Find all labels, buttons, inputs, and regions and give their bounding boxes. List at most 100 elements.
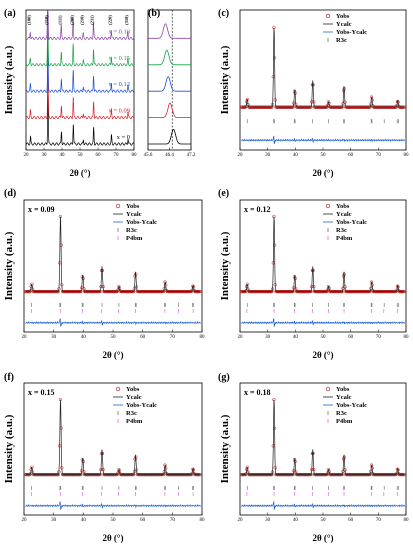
x-tick-label: 70 — [376, 518, 382, 523]
x-tick-label: 30 — [265, 335, 271, 340]
panel-c-frame — [239, 9, 407, 151]
legend-label: Ycalc — [336, 211, 352, 218]
legend-label: Yobs-Ycalc — [336, 29, 367, 36]
diff-line — [25, 501, 201, 510]
x-tick-label: 60 — [348, 518, 354, 523]
x-axis-label: 2θ (°) — [312, 533, 333, 543]
x-tick-label: 60 — [96, 153, 102, 158]
x-tick-label: 20 — [238, 518, 244, 523]
legend-label: P4bm — [336, 418, 353, 425]
x-tick-label: 40 — [60, 153, 66, 158]
legend-yobs-symbol — [115, 386, 121, 392]
x-tick-label: 80 — [404, 153, 410, 158]
x-tick-label: 70 — [376, 153, 382, 158]
x-tick-label: 40 — [293, 518, 299, 523]
legend-yobs-symbol — [325, 386, 331, 392]
x-tick-label: 70 — [170, 518, 176, 523]
ycalc-line — [241, 399, 405, 475]
legend-label: Yobs — [336, 203, 350, 210]
ycalc-line — [25, 399, 201, 475]
x-tick-label: 80 — [200, 335, 206, 340]
legend-label: Ycalc — [336, 21, 352, 28]
legend-label: Yobs — [336, 386, 350, 393]
panel-b: 45.6 46.4 47.2 — [144, 9, 196, 158]
x-tick-label: 30 — [265, 518, 271, 523]
legend-label: R3c — [126, 227, 137, 234]
hkl-label: (211) — [90, 15, 95, 25]
legend-label: Ycalc — [126, 211, 142, 218]
diff-line — [241, 501, 405, 511]
x-tick-label: 50 — [111, 518, 117, 523]
panel-label: (c) — [218, 8, 229, 19]
legend-label: R3c — [336, 37, 347, 44]
series-line — [25, 87, 135, 146]
y-axis-label: Intensity (a.u.) — [219, 45, 231, 114]
series-line — [25, 10, 135, 40]
x-tick-label: 40 — [81, 518, 87, 523]
legend-label: Yobs-Ycalc — [126, 219, 157, 226]
sample-label: x = 0.15 — [28, 388, 55, 397]
series-line — [25, 10, 135, 67]
hkl-label: (200) — [69, 15, 74, 25]
x-axis-label: 2θ (°) — [102, 533, 123, 543]
series-line — [148, 49, 191, 66]
ycalc-line — [241, 27, 405, 108]
series-label: x = 0.15 — [108, 55, 130, 62]
sample-label: x = 0.12 — [244, 205, 271, 214]
panel-e: 20 30 40 50 60 70 80 x = 0.12 YobsYcalcYobs-Ycal… — [238, 199, 409, 340]
y-axis-label: Intensity (a.u.) — [3, 45, 15, 114]
legend-label: P4bm — [126, 235, 143, 242]
x-tick-label: 40 — [293, 335, 299, 340]
diff-line — [241, 318, 405, 328]
legend-yobs-symbol — [325, 13, 331, 19]
x-tick-label: 20 — [238, 335, 244, 340]
x-tick-label: 30 — [42, 153, 48, 158]
hkl-label: (110) — [44, 15, 49, 25]
series-line — [148, 129, 191, 145]
x-tick-label: 50 — [78, 153, 84, 158]
y-axis-label: Intensity (a.u.) — [3, 414, 15, 483]
y-axis-label: Intensity (a.u.) — [219, 414, 231, 483]
x-tick-label: 20 — [24, 153, 30, 158]
ycalc-line — [241, 216, 405, 292]
panel-label: (b) — [148, 8, 160, 19]
panel-d: 20 30 40 50 60 70 80 x = 0.09 YobsYcalcYobs-Ycal… — [22, 199, 206, 340]
x-tick-label: 30 — [51, 518, 57, 523]
ycalc-line — [25, 216, 201, 292]
legend-label: R3c — [336, 410, 347, 417]
series-line — [148, 76, 191, 92]
series-label: x = 0.18 — [108, 28, 130, 35]
x-tick-label: 80 — [200, 518, 206, 523]
panel-label: (a) — [4, 8, 16, 19]
x-tick-label: 47.2 — [187, 153, 196, 158]
legend-label: Yobs — [126, 203, 140, 210]
legend-label: Yobs-Ycalc — [126, 402, 157, 409]
x-tick-label: 70 — [376, 335, 382, 340]
panel-label: (e) — [218, 188, 229, 199]
x-tick-label: 70 — [114, 153, 120, 158]
legend-label: Ycalc — [126, 394, 142, 401]
x-axis-label: 2θ (°) — [312, 350, 333, 360]
diff-line — [241, 135, 405, 145]
panel-label: (d) — [4, 188, 16, 199]
x-tick-label: 20 — [22, 335, 28, 340]
series-label: x = 0.12 — [108, 81, 130, 88]
x-tick-label: 60 — [140, 518, 146, 523]
x-tick-label: 40 — [293, 153, 299, 158]
series-line — [148, 23, 191, 39]
sample-label: x = 0.09 — [28, 205, 55, 214]
x-axis-label: 2θ (°) — [312, 168, 333, 178]
panel-d-frame — [23, 199, 203, 333]
legend-label: Yobs-Ycalc — [336, 402, 367, 409]
x-axis-label: 2θ (°) — [102, 350, 123, 360]
panel-g-frame — [239, 382, 407, 516]
x-tick-label: 30 — [51, 335, 57, 340]
x-tick-label: 80 — [132, 153, 138, 158]
panel-label: (f) — [4, 372, 14, 383]
series-label: x = 0.09 — [108, 108, 130, 115]
x-tick-label: 50 — [321, 153, 327, 158]
sample-label: x = 0.18 — [244, 388, 271, 397]
x-tick-label: 60 — [348, 335, 354, 340]
series-label: x = 0 — [117, 134, 130, 141]
legend-label: P4bm — [126, 418, 143, 425]
